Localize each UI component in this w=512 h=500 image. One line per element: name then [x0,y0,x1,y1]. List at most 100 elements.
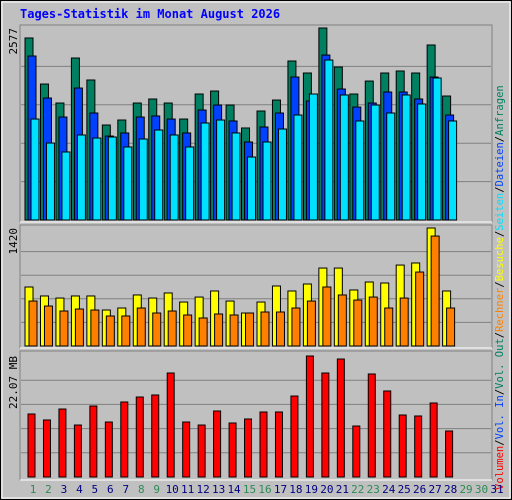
bar [182,421,191,478]
legend-separator: / [494,389,506,395]
x-tick-label: 11 [181,483,194,496]
bar [414,415,423,478]
x-tick-label: 15 [243,483,256,496]
legend-entry: Dateien [494,142,506,186]
x-tick-label: 8 [138,483,145,496]
bar [430,235,440,347]
legend-entry: Anfragen [494,85,506,136]
bar [306,300,316,347]
y-tick-label: 22.07 MB [7,356,20,409]
bar [138,138,148,221]
bar [291,307,301,347]
bar [120,401,129,478]
bar [154,129,164,221]
bar [198,317,208,347]
legend-entry: Seiten [494,193,506,231]
bar [185,146,195,221]
bar [105,315,115,347]
bar [384,307,394,347]
x-tick-label: 27 [429,483,442,496]
x-tick-label: 6 [107,483,114,496]
bar [355,120,365,221]
x-tick-label: 29 [459,483,472,496]
bar [245,312,255,347]
bar [370,104,380,221]
bar [352,425,361,478]
bar [308,93,318,221]
bar [293,114,303,221]
legend-separator: / [494,186,506,192]
bar [28,300,38,347]
x-tick-label: 12 [197,483,210,496]
bar [321,372,330,478]
x-tick-label: 20 [320,483,333,496]
legend-entry: Besuche [494,237,506,281]
x-tick-label: 24 [382,483,396,496]
bar [228,422,237,478]
x-tick-label: 16 [258,483,271,496]
x-tick-label: 3 [61,483,68,496]
panel [19,350,493,481]
bar [214,313,224,347]
bar [324,59,334,221]
x-tick-label: 9 [153,483,160,496]
bar [339,94,349,221]
bar [448,120,458,221]
x-tick-label: 22 [351,483,364,496]
x-tick-label: 23 [367,483,380,496]
bar [104,421,113,478]
x-tick-label: 4 [76,483,83,496]
bar [262,141,272,221]
legend-entry: Vol. In [494,395,506,439]
bar [229,314,239,347]
bar [152,312,162,347]
bar [123,146,133,221]
bar [43,305,53,347]
x-tick-label: 31 [490,483,503,496]
legend-separator: / [494,439,506,445]
bar [429,402,438,478]
bar [290,395,299,478]
bar [27,413,36,478]
bar [368,296,378,347]
bar [337,294,347,347]
legend-entry: Rechner [494,288,506,332]
bar [151,394,160,478]
bar [197,424,206,478]
legend: Volumen/Vol. In/Vol. Out/Rechner/Besuche… [494,85,506,490]
bar [136,307,146,347]
bar [367,373,376,478]
bar [417,103,427,221]
x-tick-label: 21 [336,483,349,496]
x-tick-label: 19 [305,483,318,496]
bar [415,271,425,347]
bar [275,311,285,347]
bar [59,310,69,347]
bar [244,418,253,478]
bar [398,414,407,478]
legend-separator: / [494,332,506,338]
bar [45,142,55,221]
bar [73,424,82,478]
bar [166,372,175,478]
bar [432,77,442,221]
y-tick-label: 2577 [7,28,20,55]
x-tick-label: 10 [166,483,179,496]
legend-separator: / [494,231,506,237]
bar [401,94,411,221]
bar [169,134,179,221]
x-tick-label: 25 [398,483,411,496]
bar [305,355,314,478]
bar [383,390,392,478]
bar [260,311,270,347]
chart-title: Tages-Statistik im Monat August 2026 [20,7,280,21]
bar [90,309,100,347]
bar [42,419,51,478]
bar [353,299,363,347]
x-tick-label: 7 [122,483,129,496]
x-tick-label: 5 [92,483,99,496]
x-tick-label: 14 [227,483,241,496]
bar [183,314,193,347]
